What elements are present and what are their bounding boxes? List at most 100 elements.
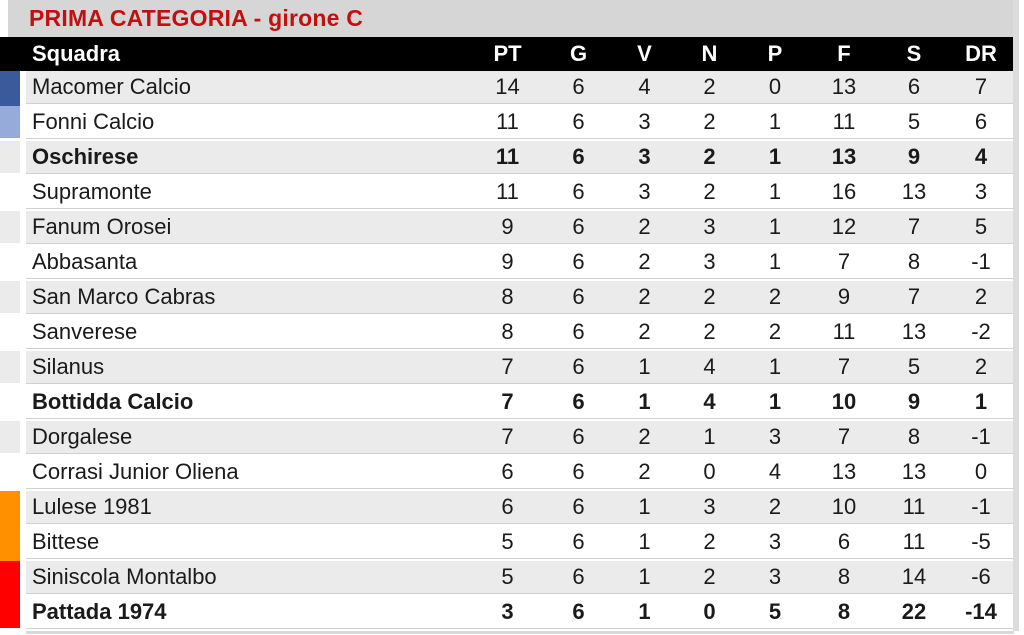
stat-cell-n: 2 [703,179,716,204]
stat-cell-g: 6 [572,109,585,134]
stat-cell-n: 3 [703,494,716,519]
team-name-cell: Corrasi Junior Oliena [32,459,239,484]
row-cells: Abbasanta 9 6 2 3 1 7 8 -1 [26,246,1014,278]
stat-cell-f: 12 [831,214,857,239]
stat-cell-pt: 3 [501,599,514,624]
stat-cell-g: 6 [572,144,585,169]
stat-cell-dr: 3 [974,179,988,204]
table-row: Dorgalese 7 6 2 1 3 7 8 -1 [0,421,1014,456]
rank-marker-none [0,386,20,418]
stat-cell-dr: 6 [974,109,988,134]
title-band: PRIMA CATEGORIA - girone C [8,0,1019,37]
table-row: Macomer Calcio 14 6 4 2 0 13 6 7 [0,71,1014,106]
row-cells: Sanverese 8 6 2 2 2 11 13 -2 [26,316,1014,348]
stat-cell-p: 1 [768,109,782,134]
column-header-s: S [906,41,922,66]
stat-cell-n: 3 [703,214,716,239]
stat-cell-v: 1 [638,389,651,414]
stat-cell-pt: 11 [495,144,520,169]
team-name-cell: Pattada 1974 [32,599,167,624]
stat-cell-v: 2 [638,249,651,274]
stat-cell-s: 14 [901,564,927,589]
team-name-cell: Silanus [32,354,105,379]
stat-cell-v: 4 [638,74,651,99]
rank-marker-none [0,456,20,488]
team-name-cell: Fanum Orosei [32,214,172,239]
stat-cell-v: 1 [638,494,651,519]
rank-marker-none [0,211,20,243]
table-row: Sanverese 8 6 2 2 2 11 13 -2 [0,316,1014,351]
stat-cell-s: 11 [902,494,926,519]
stat-cell-s: 7 [907,284,921,309]
stat-cell-g: 6 [572,459,585,484]
stat-cell-dr: 7 [974,74,988,99]
column-header-pt: PT [493,41,522,66]
row-cells: Corrasi Junior Oliena 6 6 2 0 4 13 13 0 [26,456,1014,488]
stat-cell-pt: 7 [501,354,514,379]
rank-marker-none [0,176,20,208]
stat-cell-g: 6 [572,249,585,274]
stat-cell-f: 8 [837,564,851,589]
row-cells: Macomer Calcio 14 6 4 2 0 13 6 7 [26,71,1014,103]
stat-cell-s: 6 [907,74,921,99]
team-name-cell: Supramonte [32,179,152,204]
stat-cell-pt: 5 [501,564,514,589]
team-name-cell: Macomer Calcio [32,74,191,99]
stat-cell-p: 1 [768,249,782,274]
stat-cell-f: 13 [831,459,857,484]
stat-cell-n: 2 [703,74,716,99]
table-row: San Marco Cabras 8 6 2 2 2 9 7 2 [0,281,1014,316]
stat-cell-p: 1 [768,179,782,204]
stat-cell-s: 7 [907,214,921,239]
stat-cell-v: 2 [638,424,651,449]
row-cells: Pattada 1974 3 6 1 0 5 8 22 -14 [26,596,1014,628]
stat-cell-s: 9 [907,389,921,414]
stat-cell-f: 7 [837,249,851,274]
stat-cell-g: 6 [572,529,585,554]
column-header-v: V [637,41,652,66]
stat-cell-g: 6 [572,494,585,519]
stat-cell-v: 1 [638,564,651,589]
stat-cell-dr: 5 [974,214,988,239]
column-header-n: N [701,41,718,66]
stat-cell-f: 10 [831,494,857,519]
stat-cell-g: 6 [572,564,585,589]
stat-cell-p: 3 [768,564,782,589]
stat-cell-dr: -6 [971,564,991,589]
stat-cell-dr: -1 [971,494,991,519]
row-cells: Supramonte 11 6 3 2 1 16 13 3 [26,176,1014,208]
team-name-cell: Bottidda Calcio [32,389,194,414]
stat-cell-dr: -5 [971,529,991,554]
row-cells: San Marco Cabras 8 6 2 2 2 9 7 2 [26,281,1014,313]
rank-marker-none [0,421,20,453]
stat-cell-g: 6 [572,354,585,379]
team-name-cell: Bittese [32,529,100,554]
stat-cell-p: 2 [768,284,782,309]
stat-cell-f: 13 [831,144,857,169]
stat-cell-pt: 9 [501,214,514,239]
table-row: Siniscola Montalbo 5 6 1 2 3 8 14 -6 [0,561,1014,596]
stat-cell-s: 13 [901,179,927,204]
rank-marker-none [0,316,20,348]
stat-cell-v: 3 [638,109,651,134]
column-header-squadra: Squadra [32,41,121,66]
row-cells: Oschirese 11 6 3 2 1 13 9 4 [26,141,1014,173]
stat-cell-f: 13 [831,74,857,99]
stat-cell-v: 2 [638,284,651,309]
stat-cell-v: 1 [638,529,651,554]
stat-cell-pt: 6 [501,459,514,484]
stat-cell-v: 1 [638,599,651,624]
stat-cell-s: 11 [902,529,926,554]
stat-cell-g: 6 [572,319,585,344]
table-body: Macomer Calcio 14 6 4 2 0 13 6 7 Fonni Calcio 11 6 3… [0,71,1014,631]
stat-cell-dr: -14 [965,599,997,624]
stat-cell-n: 3 [703,249,716,274]
rank-marker-none [0,141,20,173]
stat-cell-f: 11 [832,319,856,344]
stat-cell-dr: 1 [974,389,988,414]
stat-cell-f: 11 [832,109,856,134]
row-cells: Silanus 7 6 1 4 1 7 5 2 [26,351,1014,383]
table-row: Bittese 5 6 1 2 3 6 11 -5 [0,526,1014,561]
stat-cell-dr: -1 [971,424,991,449]
